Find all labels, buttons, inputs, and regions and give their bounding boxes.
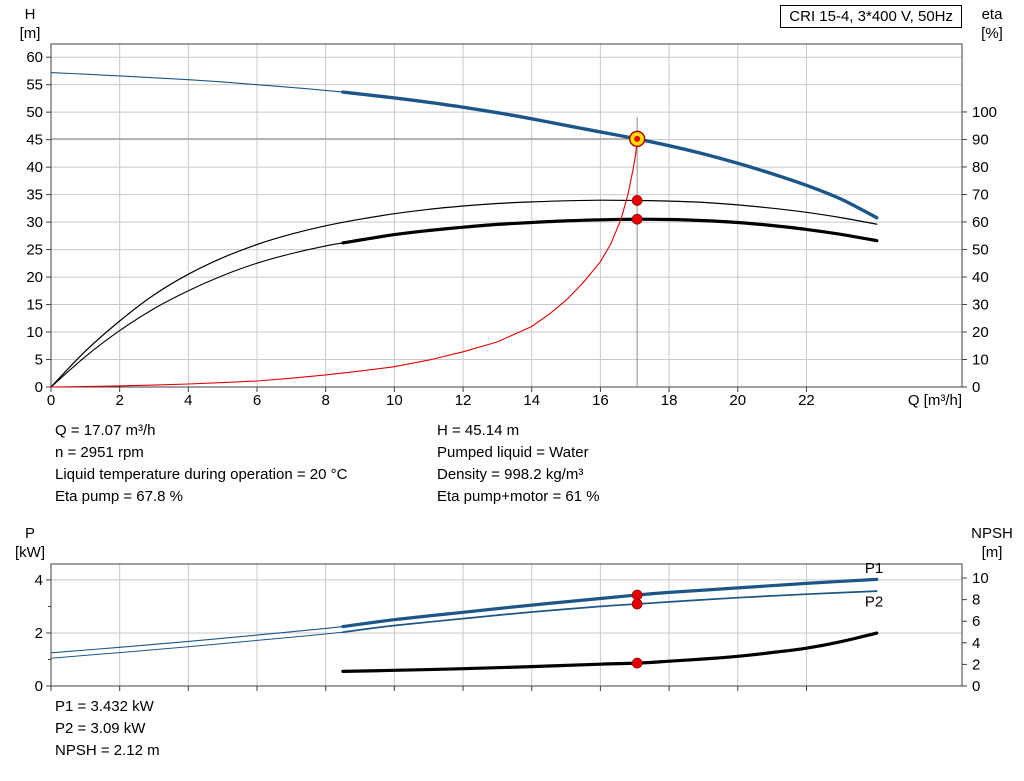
svg-text:4: 4 — [972, 635, 980, 652]
info-eta-pump-motor: Eta pump+motor = 61 % — [437, 488, 600, 505]
svg-text:6: 6 — [972, 613, 980, 630]
svg-text:50: 50 — [26, 104, 43, 121]
svg-text:5: 5 — [35, 352, 43, 369]
svg-text:0: 0 — [35, 379, 43, 396]
svg-text:30: 30 — [972, 296, 989, 313]
svg-text:45: 45 — [26, 132, 43, 149]
svg-text:60: 60 — [972, 214, 989, 231]
info-p2: P2 = 3.09 kW — [55, 720, 146, 737]
svg-text:18: 18 — [661, 392, 678, 409]
info-density: Density = 998.2 kg/m³ — [437, 466, 584, 483]
svg-text:55: 55 — [26, 77, 43, 94]
svg-text:20: 20 — [26, 269, 43, 286]
info-eta-pump: Eta pump = 67.8 % — [55, 488, 183, 505]
svg-text:100: 100 — [972, 104, 997, 121]
svg-text:15: 15 — [26, 297, 43, 314]
h-axis-unit: [m] — [19, 25, 41, 42]
info-pumped-liquid: Pumped liquid = Water — [437, 444, 589, 461]
svg-text:4: 4 — [35, 572, 43, 589]
svg-text:10: 10 — [386, 392, 403, 409]
h-axis-title: H [m] — [8, 5, 52, 43]
svg-text:0: 0 — [972, 379, 980, 396]
svg-text:0: 0 — [35, 678, 43, 695]
svg-text:20: 20 — [972, 324, 989, 341]
svg-text:35: 35 — [26, 187, 43, 204]
pump-model-box: CRI 15-4, 3*400 V, 50Hz — [780, 5, 962, 28]
svg-text:8: 8 — [322, 392, 330, 409]
info-p1: P1 = 3.432 kW — [55, 698, 154, 715]
q-axis-label: Q [m³/h] — [907, 392, 962, 409]
svg-text:2: 2 — [35, 625, 43, 642]
eta-axis-title: eta [%] — [964, 5, 1020, 43]
svg-text:10: 10 — [972, 570, 989, 587]
svg-text:8: 8 — [972, 592, 980, 609]
svg-text:70: 70 — [972, 186, 989, 203]
info-flow: Q = 17.07 m³/h — [55, 422, 156, 439]
svg-text:4: 4 — [184, 392, 192, 409]
power-info-column: P1 = 3.432 kW P2 = 3.09 kW NPSH = 2.12 m — [55, 696, 160, 762]
svg-text:0: 0 — [47, 392, 55, 409]
svg-text:6: 6 — [253, 392, 261, 409]
svg-text:22: 22 — [798, 392, 815, 409]
info-npsh: NPSH = 2.12 m — [55, 742, 160, 759]
svg-text:30: 30 — [26, 214, 43, 231]
p-axis-title: P [kW] — [8, 524, 52, 562]
svg-text:2: 2 — [116, 392, 124, 409]
svg-text:25: 25 — [26, 242, 43, 259]
h-axis-symbol: H — [24, 6, 36, 23]
info-speed: n = 2951 rpm — [55, 444, 144, 461]
svg-text:2: 2 — [972, 656, 980, 673]
svg-text:50: 50 — [972, 241, 989, 258]
npsh-axis-unit: [m] — [981, 544, 1003, 561]
svg-text:P1: P1 — [865, 560, 883, 577]
p-axis-symbol: P — [24, 525, 35, 542]
svg-text:60: 60 — [26, 49, 43, 66]
svg-text:10: 10 — [26, 324, 43, 341]
svg-text:90: 90 — [972, 131, 989, 148]
svg-text:12: 12 — [455, 392, 472, 409]
info-liquid-temperature: Liquid temperature during operation = 20… — [55, 466, 348, 483]
svg-text:20: 20 — [729, 392, 746, 409]
svg-text:P2: P2 — [865, 594, 883, 611]
eta-axis-unit: [%] — [981, 25, 1003, 42]
svg-text:10: 10 — [972, 351, 989, 368]
svg-text:80: 80 — [972, 159, 989, 176]
duty-info-column-2: H = 45.14 m Pumped liquid = Water Densit… — [437, 420, 600, 508]
p-axis-unit: [kW] — [15, 544, 45, 561]
eta-axis-symbol: eta — [981, 6, 1003, 23]
svg-text:14: 14 — [523, 392, 540, 409]
duty-info-column-1: Q = 17.07 m³/h n = 2951 rpm Liquid tempe… — [55, 420, 347, 508]
svg-text:16: 16 — [592, 392, 609, 409]
svg-text:0: 0 — [972, 678, 980, 695]
svg-text:40: 40 — [972, 269, 989, 286]
svg-text:40: 40 — [26, 159, 43, 176]
npsh-axis-symbol: NPSH — [971, 525, 1013, 542]
npsh-axis-title: NPSH [m] — [964, 524, 1020, 562]
info-head: H = 45.14 m — [437, 422, 520, 439]
